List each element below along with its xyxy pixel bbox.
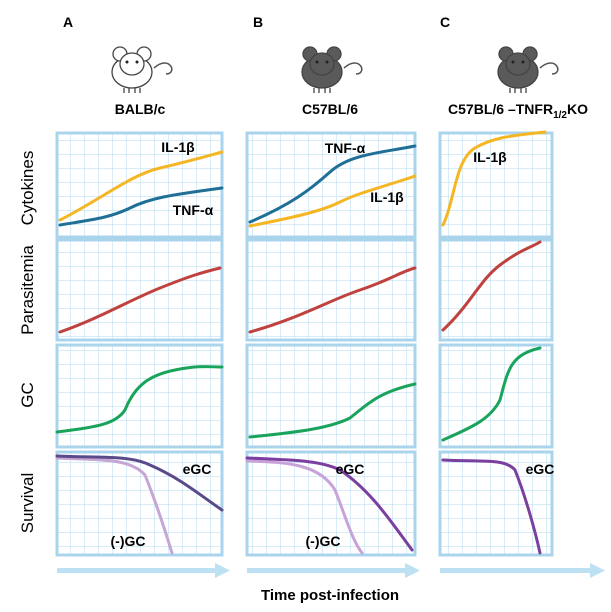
mouse-icon (497, 46, 559, 94)
parasitemia-curve (58, 266, 222, 334)
curves (55, 130, 547, 555)
row-label: Parasitemia (18, 245, 37, 335)
grid-panel (55, 343, 224, 449)
il1b-curve (248, 174, 417, 228)
grid-panel (245, 343, 417, 449)
tnfa-curve (248, 144, 417, 224)
gc-curve (441, 346, 542, 442)
row-label: Cytokines (18, 151, 37, 226)
curve-label: (-)GC (111, 533, 146, 549)
curve-labels: IL-1β TNF-α TNF-α IL-1β IL-1β eGC (-)GC … (111, 139, 555, 549)
strain-label: C57BL/6 (302, 101, 358, 117)
egc-survival-curve (441, 458, 542, 555)
x-axis-label: Time post-infection (261, 587, 399, 604)
panel-letter: C (440, 14, 450, 30)
curve-label: (-)GC (306, 533, 341, 549)
curve-label: eGC (526, 461, 555, 477)
no-gc-survival-curve (245, 459, 364, 555)
strain-label: BALB/c (115, 101, 166, 117)
grid-panel (438, 343, 554, 449)
strain-label: C57BL/6 –TNFR1/2KO (448, 101, 588, 121)
strain-subscript: 1/2 (553, 110, 567, 121)
gc-curve (55, 365, 224, 434)
curve-label: TNF-α (173, 202, 214, 218)
panel-letter: B (253, 14, 263, 30)
grid-panel (438, 238, 554, 342)
parasitemia-curve (248, 266, 417, 334)
curve-label: eGC (183, 461, 212, 477)
curve-label: IL-1β (370, 189, 404, 205)
panels (55, 131, 554, 557)
curve-label: TNF-α (325, 140, 366, 156)
grid-panel (245, 450, 417, 557)
arrow-shaft (57, 568, 217, 573)
egc-survival-curve (245, 456, 414, 552)
no-gc-survival-curve (55, 456, 174, 555)
arrow-shaft (247, 568, 407, 573)
arrow-head (405, 563, 420, 578)
arrow-head (590, 563, 605, 578)
time-arrows (57, 563, 605, 578)
curve-label: eGC (336, 461, 365, 477)
parasitemia-curve (441, 240, 542, 332)
curve-label: IL-1β (161, 139, 195, 155)
row-label: GC (18, 382, 37, 408)
strain-part: C57BL/6 –TNFR (448, 101, 553, 117)
tnfa-curve (58, 186, 224, 227)
il1b-curve (58, 150, 224, 222)
grid-panel (438, 450, 554, 557)
mouse-icon (301, 46, 363, 94)
row-label: Survival (18, 473, 37, 533)
gc-curve (248, 382, 417, 439)
strain-part: KO (567, 101, 588, 117)
arrow-head (215, 563, 230, 578)
arrow-shaft (440, 568, 592, 573)
egc-survival-curve (55, 454, 224, 512)
panel-letter: A (63, 14, 73, 30)
il1b-curve (441, 130, 547, 227)
curve-label: IL-1β (473, 149, 507, 165)
mouse-icon (111, 46, 173, 94)
grid-panel (438, 131, 554, 239)
